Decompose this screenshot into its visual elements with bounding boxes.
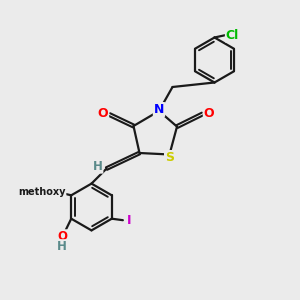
Text: I: I — [127, 214, 131, 227]
Text: H: H — [57, 240, 67, 253]
Text: H: H — [93, 160, 102, 173]
Text: N: N — [154, 103, 164, 116]
Text: O: O — [204, 107, 214, 120]
Text: O: O — [98, 106, 108, 120]
Text: Cl: Cl — [226, 28, 239, 42]
Text: O: O — [57, 230, 67, 243]
Text: S: S — [165, 151, 174, 164]
Text: methoxy: methoxy — [18, 187, 66, 197]
Text: O: O — [50, 186, 60, 199]
